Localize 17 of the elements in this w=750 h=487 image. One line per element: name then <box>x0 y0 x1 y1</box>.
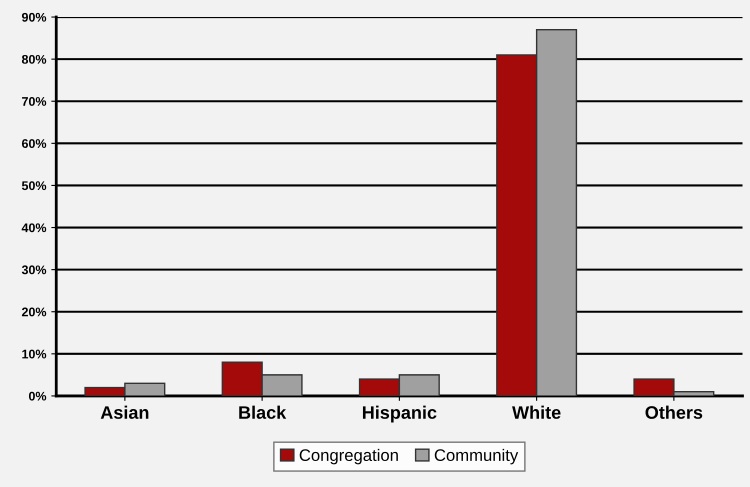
y-tick-label: 40% <box>22 223 46 232</box>
y-tick-label: 70% <box>22 97 46 106</box>
x-tick-label: Hispanic <box>362 406 436 422</box>
x-tick-label: Asian <box>100 406 148 419</box>
x-tick-label: Others <box>646 406 702 419</box>
y-tick-label: 10% <box>22 350 46 358</box>
y-tick-label: 0% <box>28 392 46 401</box>
legend-label: Congregation <box>300 448 398 464</box>
y-tick-label: 90% <box>22 12 46 22</box>
y-tick-label: 50% <box>22 181 46 190</box>
legend-label: Community <box>434 448 518 464</box>
y-tick-label: 20% <box>22 308 46 316</box>
y-tick-label: 60% <box>22 139 46 148</box>
x-tick-label: Black <box>239 406 286 419</box>
y-tick-label: 30% <box>22 265 46 274</box>
x-tick-label: White <box>512 406 561 419</box>
y-tick-label: 80% <box>22 54 46 64</box>
